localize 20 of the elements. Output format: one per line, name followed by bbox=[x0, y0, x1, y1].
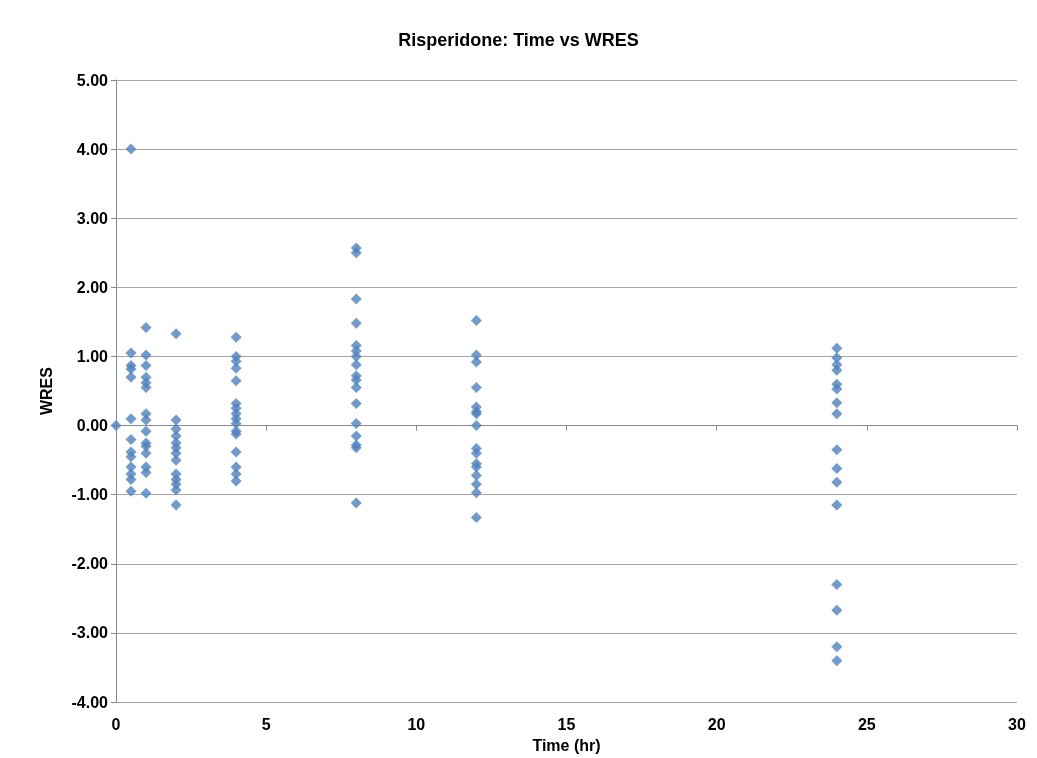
y-tick-label: 1.00 bbox=[76, 347, 109, 365]
x-tick-label: 10 bbox=[407, 715, 426, 733]
x-tick-label: 25 bbox=[857, 715, 876, 733]
x-tick-label: 30 bbox=[1008, 715, 1026, 733]
y-tick-label: -2.00 bbox=[71, 555, 109, 573]
y-tick-label: 3.00 bbox=[76, 209, 109, 227]
x-tick-label: 20 bbox=[707, 715, 726, 733]
x-axis-title: Time (hr) bbox=[532, 736, 601, 754]
x-tick-label: 15 bbox=[557, 715, 576, 733]
chart-title: Risperidone: Time vs WRES bbox=[398, 30, 639, 50]
x-tick-label: 0 bbox=[111, 715, 121, 733]
y-tick-label: -3.00 bbox=[71, 624, 109, 642]
y-tick-label: 2.00 bbox=[76, 278, 109, 296]
y-axis-title: WRES bbox=[37, 366, 55, 416]
y-tick-label: -4.00 bbox=[71, 693, 109, 711]
x-tick-label: 5 bbox=[261, 715, 271, 733]
y-tick-label: -1.00 bbox=[71, 486, 109, 504]
y-tick-label: 4.00 bbox=[76, 140, 109, 158]
y-tick-label: 0.00 bbox=[76, 417, 109, 435]
y-tick-label: 5.00 bbox=[76, 71, 109, 89]
